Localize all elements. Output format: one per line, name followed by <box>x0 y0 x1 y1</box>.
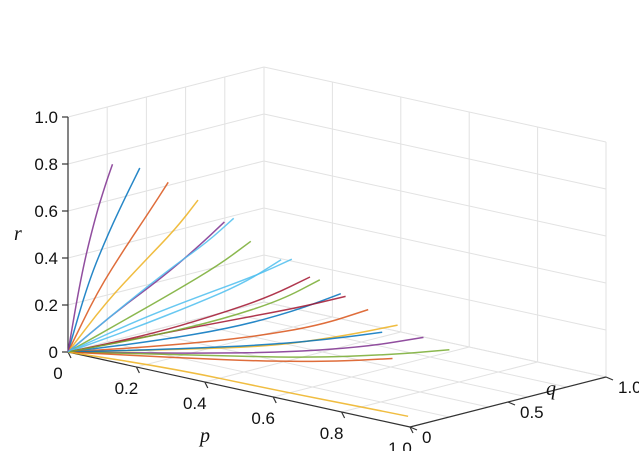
gridline <box>67 66 265 118</box>
trajectory-line <box>67 292 342 353</box>
gridline <box>67 207 265 259</box>
x-tick-label: 0.4 <box>183 394 207 413</box>
z-tick-label: 0.6 <box>34 202 58 221</box>
trajectory-line <box>67 240 252 353</box>
gridline <box>341 361 538 413</box>
trajectory-line <box>67 276 311 353</box>
y-tick-mark <box>605 376 614 381</box>
gridline <box>263 254 607 331</box>
x-tick-label: 1.0 <box>388 439 412 451</box>
trajectory-line <box>67 279 321 353</box>
x-tick-label: 0.8 <box>320 424 344 443</box>
trajectory-line <box>67 308 369 353</box>
gridline <box>185 321 528 398</box>
x-tick-label: 0.6 <box>251 409 275 428</box>
trajectory-line <box>67 217 235 353</box>
gridline <box>67 254 265 306</box>
y-axis-label: q <box>546 378 556 400</box>
trajectory-line <box>67 336 424 354</box>
x-tick-mark <box>67 351 72 359</box>
trajectory-line <box>67 258 293 353</box>
y-tick-label: 1.0 <box>618 378 639 397</box>
x-tick-label: 0 <box>53 364 62 383</box>
z-tick-label: 0 <box>49 343 58 362</box>
trajectory-line <box>67 331 383 353</box>
y-tick-label: 0 <box>422 428 431 447</box>
trajectory-line <box>67 259 282 353</box>
trajectory-line <box>67 351 393 363</box>
axes <box>62 116 614 434</box>
y-tick-label: 0.5 <box>520 403 544 422</box>
gridline <box>146 331 489 408</box>
trajectory-line <box>67 199 199 353</box>
series-group <box>67 164 450 418</box>
trajectory-line <box>67 164 114 353</box>
gridline <box>263 207 607 284</box>
trajectory-line <box>67 181 169 353</box>
gridline <box>273 346 470 398</box>
gridline <box>136 316 333 368</box>
x-axis-label: p <box>198 425 210 447</box>
x-tick-label: 0.2 <box>115 379 139 398</box>
trajectory-line <box>67 349 450 358</box>
grid <box>67 66 607 428</box>
tick-labels: 0 0.2 0.4 0.6 0.8 1.0 0 0.2 0.4 0.6 0.8 1.0 0 0.5 1.0 <box>34 108 639 451</box>
gridline <box>263 66 607 143</box>
x-tick-mark <box>204 381 209 389</box>
z-tick-label: 1.0 <box>34 108 58 127</box>
gridline <box>224 311 567 388</box>
gridline <box>67 113 265 165</box>
z-tick-label: 0.4 <box>34 249 58 268</box>
y-tick-mark <box>409 426 418 431</box>
y-tick-mark <box>507 401 516 406</box>
x-tick-mark <box>341 411 346 419</box>
x-tick-mark <box>272 396 277 404</box>
x-axis-line <box>67 351 411 428</box>
z-tick-label: 0.8 <box>34 155 58 174</box>
trajectory-line <box>67 351 409 418</box>
gridline <box>263 113 607 190</box>
z-tick-label: 0.2 <box>34 296 58 315</box>
x-tick-mark <box>135 366 140 374</box>
x-tick-mark <box>409 426 414 434</box>
z-axis-label: r <box>14 223 22 245</box>
gridline <box>263 160 607 237</box>
gridline <box>263 301 607 378</box>
trajectory-line <box>67 167 141 353</box>
